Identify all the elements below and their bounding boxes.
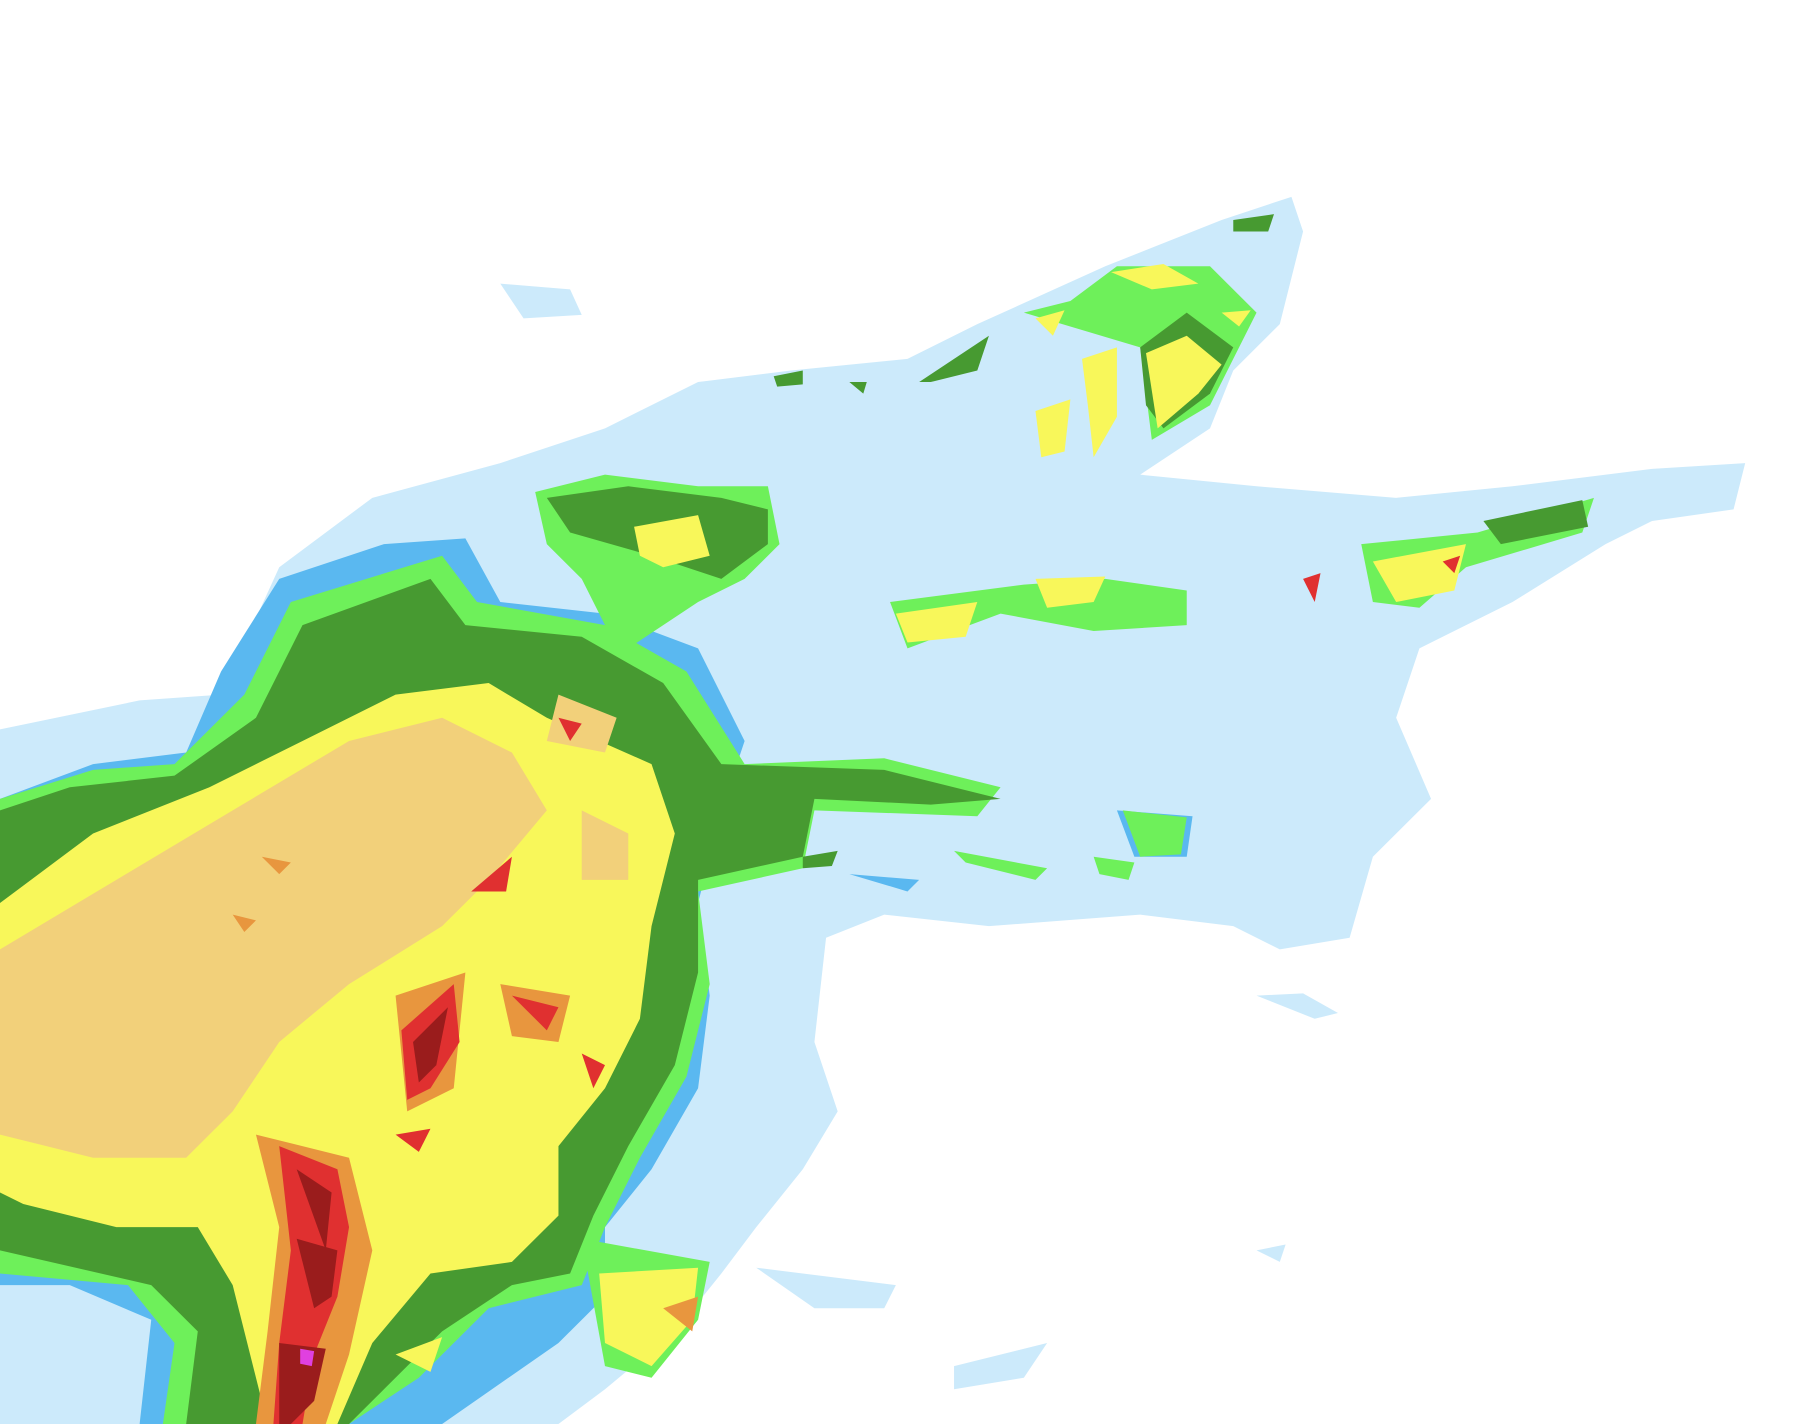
precipitation-cell <box>261 856 291 875</box>
precipitation-cell <box>849 382 867 394</box>
layer-hail <box>300 1348 315 1367</box>
precipitation-cell <box>1221 310 1251 327</box>
precipitation-cell <box>634 515 710 568</box>
precipitation-cell <box>1035 576 1106 608</box>
precipitation-cell <box>296 1238 338 1309</box>
precipitation-cell <box>1256 1244 1286 1262</box>
precipitation-cell <box>1483 500 1589 545</box>
precipitation-cell <box>599 1267 699 1367</box>
precipitation-cell <box>1233 214 1274 232</box>
precipitation-cell <box>395 1128 431 1152</box>
precipitation-cell <box>471 856 512 892</box>
precipitation-cell <box>1035 399 1071 458</box>
precipitation-cell <box>890 578 1187 649</box>
precipitation-cell <box>581 1053 605 1089</box>
precipitation-cell <box>756 1267 896 1309</box>
precipitation-cell <box>1372 544 1466 603</box>
precipitation-cell <box>558 717 582 741</box>
precipitation-cell <box>1093 856 1135 880</box>
precipitation-cell <box>500 283 582 319</box>
layer-heavy <box>0 694 629 1158</box>
precipitation-cell <box>1442 555 1461 574</box>
precipitation-cell <box>279 1342 326 1424</box>
precipitation-cell <box>296 1169 332 1251</box>
precipitation-cell <box>232 914 256 932</box>
precipitation-cell <box>1303 573 1321 603</box>
precipitation-cell <box>954 850 1048 880</box>
precipitation-cell <box>413 1007 448 1083</box>
precipitation-cell <box>395 1337 443 1372</box>
precipitation-cell <box>895 602 978 643</box>
precipitation-cell <box>954 1342 1048 1390</box>
precipitation-cell <box>1111 263 1199 290</box>
precipitation-cell <box>581 810 629 880</box>
precipitation-cell <box>300 1348 315 1367</box>
precipitation-cell <box>1256 993 1338 1019</box>
precipitation-cell <box>1035 310 1065 336</box>
layer-extreme <box>279 1007 448 1424</box>
precipitation-cell <box>511 995 559 1031</box>
precipitation-cell <box>802 850 838 869</box>
precipitation-cell <box>0 717 547 1158</box>
precipitation-cell <box>1146 335 1222 429</box>
precipitation-cell <box>1082 347 1117 458</box>
precipitation-cell <box>773 370 803 387</box>
precipitation-cell <box>1122 810 1187 857</box>
